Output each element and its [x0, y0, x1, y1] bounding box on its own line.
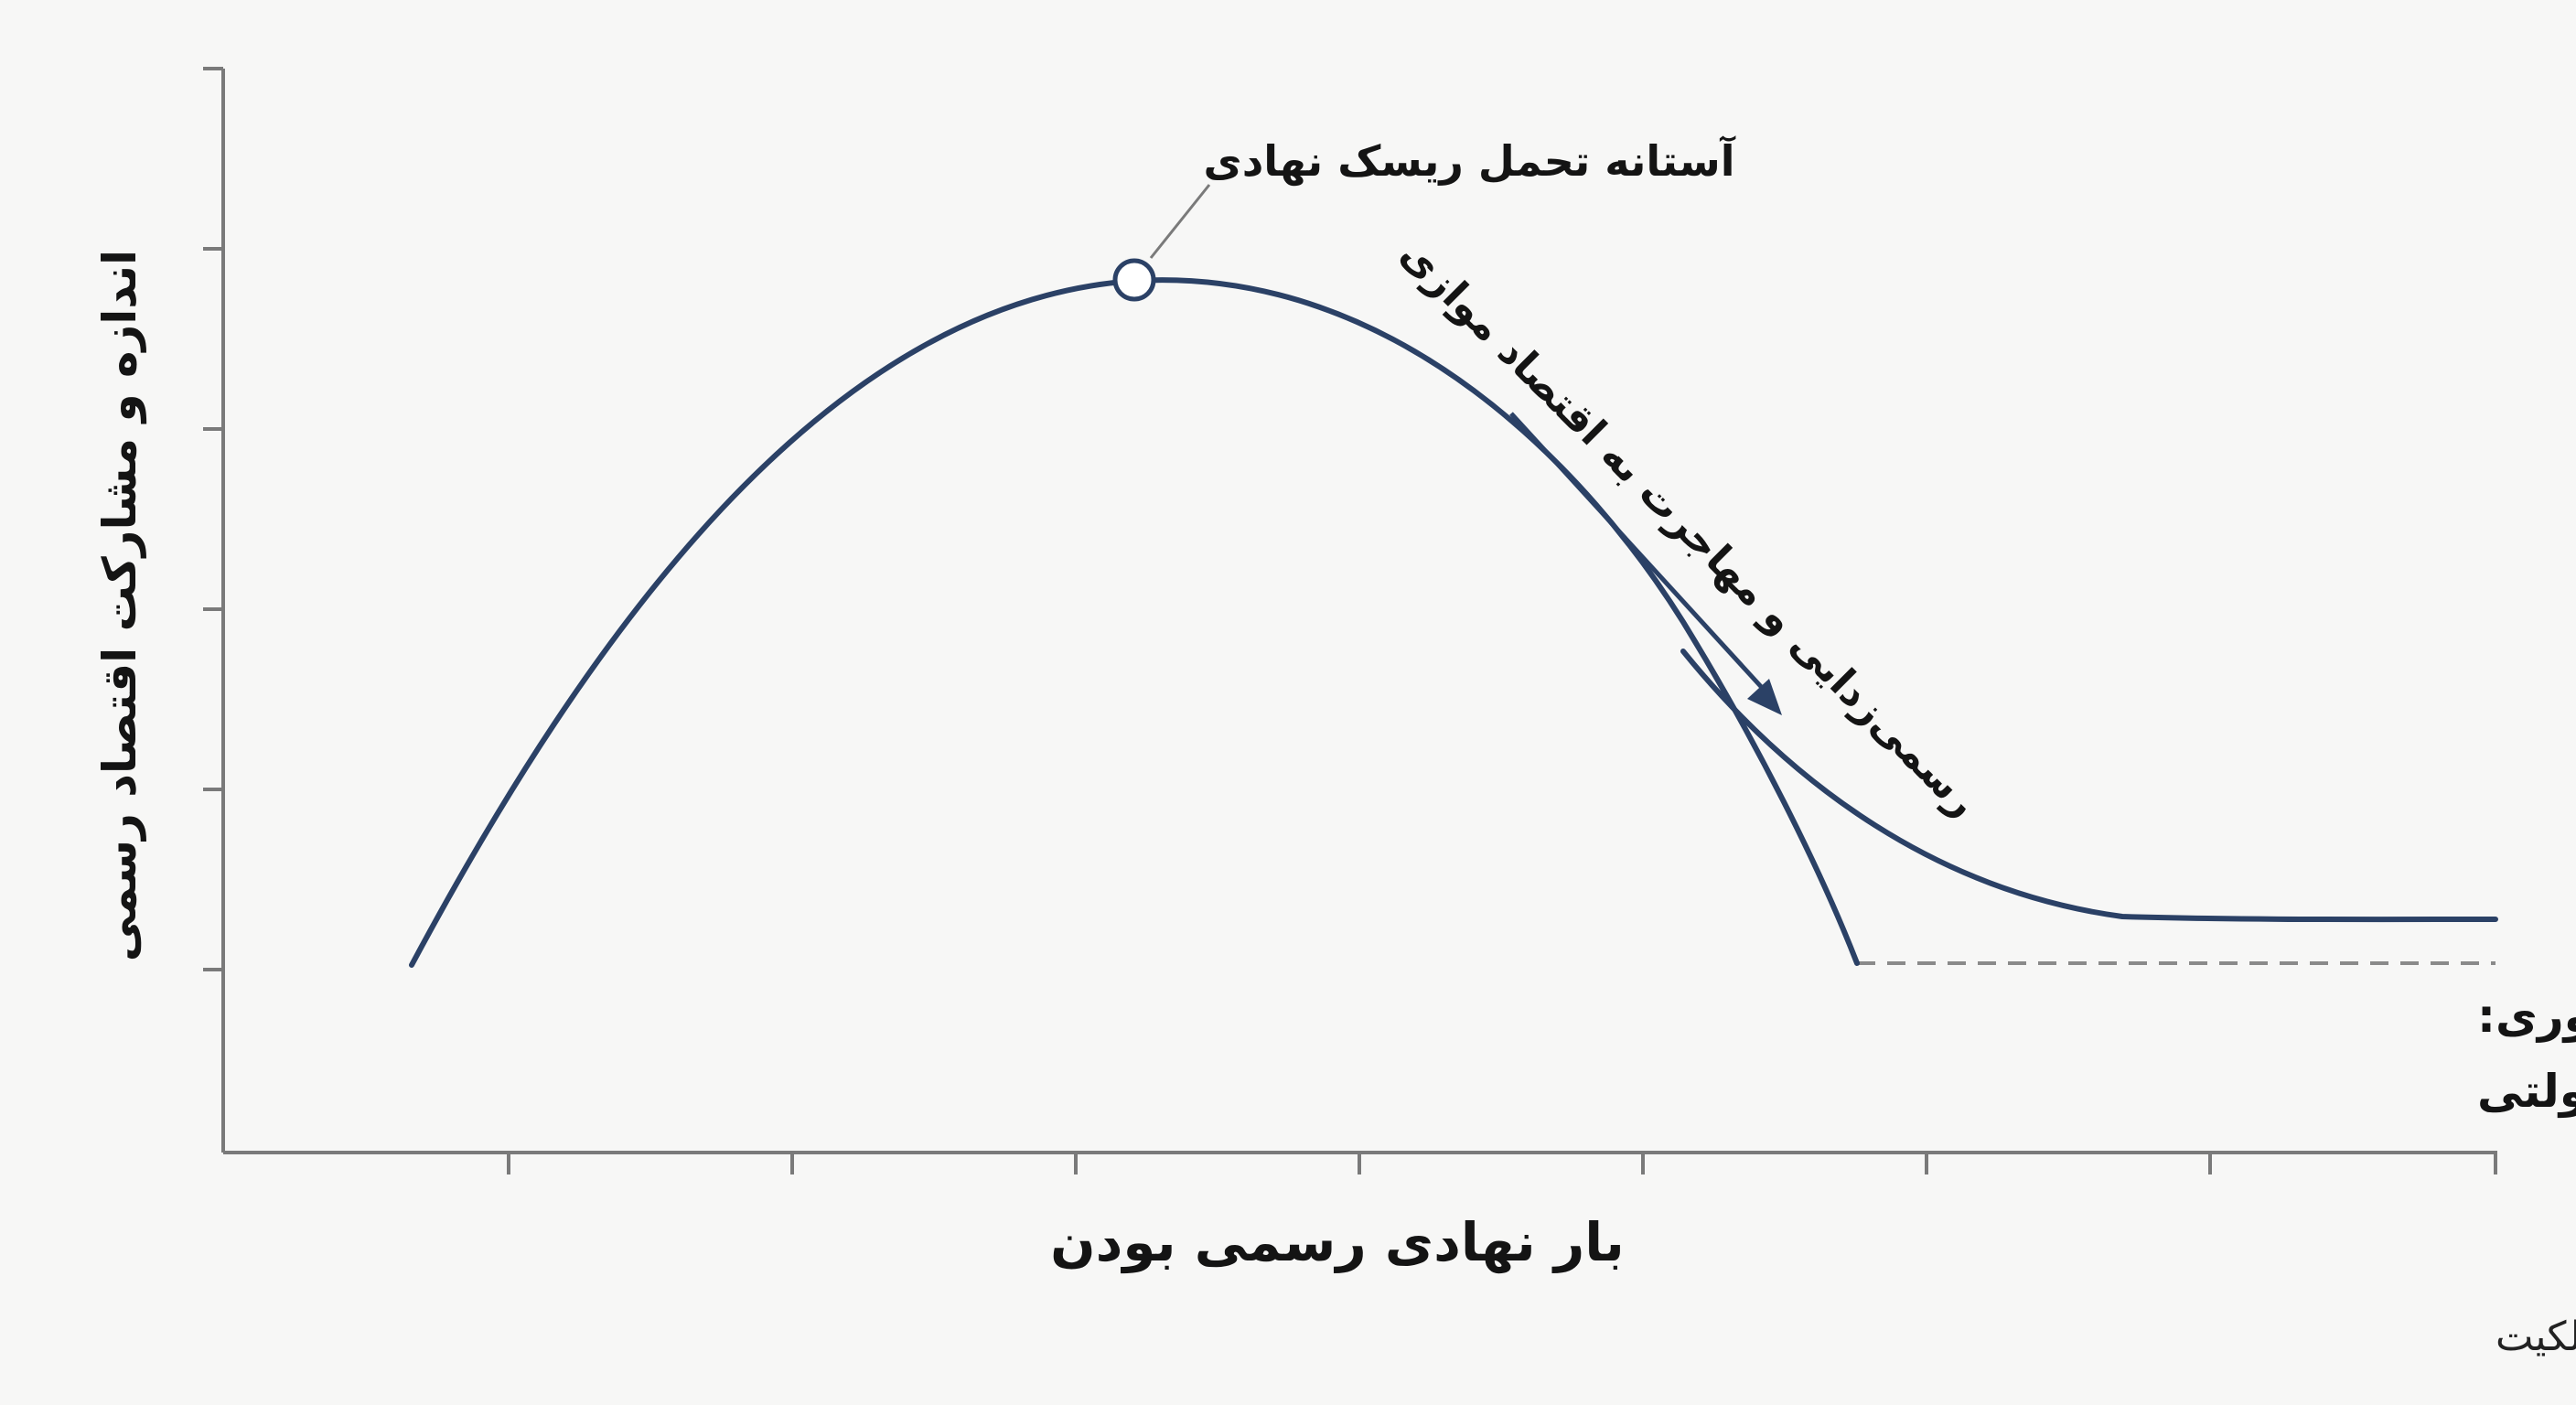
floor-label-line2: نان، انرژی، خدمات دولتی	[2477, 1065, 2576, 1119]
formal-economy-curve	[409, 277, 1860, 968]
peak-leader-line	[1149, 184, 1211, 259]
y-axis-title: اندازه و مشارکت اقتصاد رسمی	[93, 250, 147, 961]
floor-label-line1: حداقل رسمی ضروری:	[2477, 990, 2576, 1044]
shift-label: رسمی‌زدایی و مهاجرت به اقتصاد موازی	[1391, 231, 1987, 826]
peak-label: آستانه تحمل ریسک نهادی	[1204, 135, 1736, 186]
x-axis-note: بار نهادی = مالیات + تورم + بوروکراسی + …	[2496, 1314, 2576, 1360]
peak-marker	[1112, 258, 1156, 302]
axes	[203, 67, 2497, 1174]
shift-arrow-shaft	[1509, 412, 1767, 693]
x-axis-title: بار نهادی رسمی بودن	[1050, 1211, 1625, 1274]
shift-arrow-head	[1747, 679, 1782, 715]
parallel-economy-curve	[1680, 649, 2498, 923]
